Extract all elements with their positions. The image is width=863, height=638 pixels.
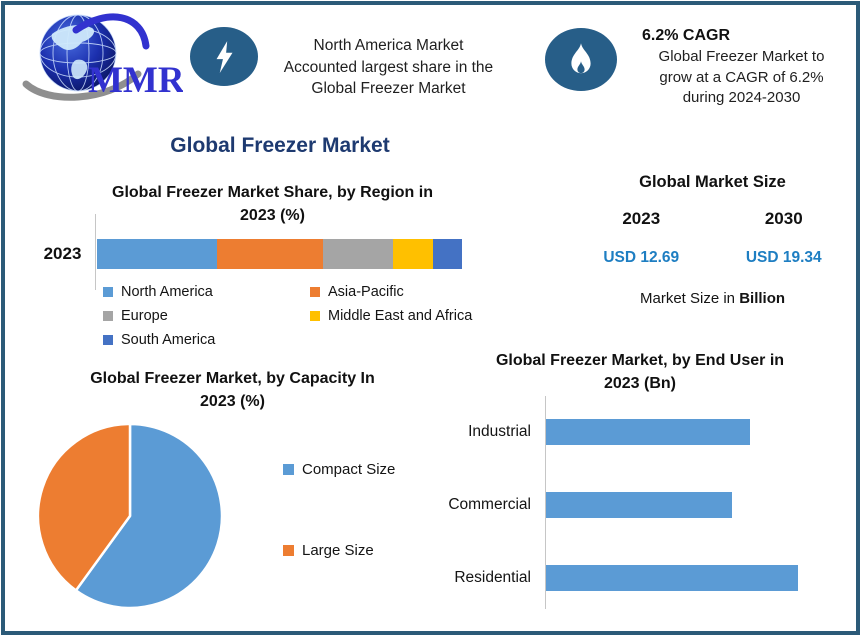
legend-item: Large Size [283,542,395,559]
enduser-chart-axis [545,396,546,609]
cagr-line: Global Freezer Market to [658,48,825,65]
legend-label: Asia-Pacific [328,284,404,300]
legend-swatch-icon [310,311,320,321]
region-chart-title: Global Freezer Market Share, by Region i… [90,181,455,227]
legend-item: Compact Size [283,461,395,478]
market-size-value: USD 19.34 [745,249,822,266]
market-size-note-prefix: Market Size in [639,290,740,307]
market-size-year: 2030 [764,209,803,228]
cagr-heading: 6.2% CAGR [642,27,731,44]
legend-label: South America [121,332,216,348]
market-size-year: 2023 [622,209,661,228]
legend-swatch-icon [103,335,113,345]
lightning-badge [190,27,258,86]
legend-label: Compact Size [302,461,396,478]
enduser-chart-title-line: Global Freezer Market, by End User in [495,352,785,369]
capacity-chart-title-line: Global Freezer Market, by Capacity In [90,370,375,387]
lightning-icon [216,40,233,73]
enduser-chart-title: Global Freezer Market, by End User in 20… [460,349,820,395]
enduser-category-label: Residential [454,569,531,586]
market-size-value: USD 12.69 [603,249,680,266]
globe-continent-north-america [51,25,95,50]
legend-label: Large Size [302,542,374,559]
cagr-line: during 2024-2030 [682,89,801,106]
highlight-line: Global Freezer Market [311,80,466,97]
market-size-values-row: USD 12.69 USD 19.34 [570,249,855,267]
capacity-legend: Compact Size Large Size [283,461,395,559]
region-bar-segment-south-america [432,239,462,269]
region-bar-segment-north-america [97,239,218,269]
logo-gray-swoosh-icon [22,70,142,101]
logo-text: MMR [88,60,183,101]
highlight-text: North America Market Accounted largest s… [266,35,511,100]
market-size-note: Market Size in Billion [570,290,855,307]
capacity-chart-title: Global Freezer Market, by Capacity In 20… [55,367,410,413]
region-chart-axis [95,214,96,290]
enduser-row: Commercial [405,492,732,518]
capacity-chart-title-line: 2023 (%) [200,393,265,410]
region-legend: North America Asia-Pacific Europe Middle Ea… [103,284,472,348]
market-size-note-bold: Billion [739,290,786,307]
globe-continent-south-america [71,59,88,80]
region-bar-segment-europe [323,239,393,269]
legend-swatch-icon [103,311,113,321]
highlight-line: Accounted largest share in the [283,58,494,76]
enduser-bar [546,565,798,591]
legend-item: Asia-Pacific [310,284,472,300]
enduser-chart-title-line: 2023 (Bn) [603,375,677,392]
legend-swatch-icon [310,287,320,297]
logo-blue-swoosh-icon [72,13,150,50]
enduser-category-label: Commercial [448,496,531,513]
legend-item: Europe [103,308,310,324]
region-stacked-bar [97,239,462,269]
legend-item: Middle East and Africa [310,308,472,324]
legend-item: South America [103,332,310,348]
cagr-line: grow at a CAGR of 6.2% [659,68,824,86]
pie-slice-large-size [36,422,132,592]
legend-swatch-icon [283,545,294,556]
region-axis-label: 2023 [43,244,82,263]
legend-swatch-icon [103,287,113,297]
pie-slice-compact-size [74,422,224,610]
market-size-years-row: 2023 2030 [570,209,855,229]
legend-label: Middle East and Africa [328,308,473,324]
capacity-pie [36,422,224,610]
enduser-bar [546,492,732,518]
enduser-row: Residential [405,565,798,591]
region-chart-title-line: Global Freezer Market Share, by Region i… [112,184,433,201]
page-title: Global Freezer Market [170,134,390,157]
cagr-block: 6.2% CAGR Global Freezer Market to grow … [634,27,849,109]
region-bar-segment-middle-east-and-africa [392,239,433,269]
legend-label: North America [121,284,213,300]
enduser-category-label: Industrial [468,423,531,440]
region-chart-title-line: 2023 (%) [240,207,305,224]
enduser-bar [546,419,750,445]
enduser-row: Industrial [405,419,750,445]
legend-label: Europe [121,308,168,324]
mmr-logo: MMR [22,13,183,101]
flame-icon [571,42,591,73]
market-size-title: Global Market Size [639,173,786,191]
flame-badge [545,28,617,91]
region-bar-segment-asia-pacific [217,239,324,269]
highlight-line: North America Market [313,37,464,54]
legend-item: North America [103,284,310,300]
legend-swatch-icon [283,464,294,475]
